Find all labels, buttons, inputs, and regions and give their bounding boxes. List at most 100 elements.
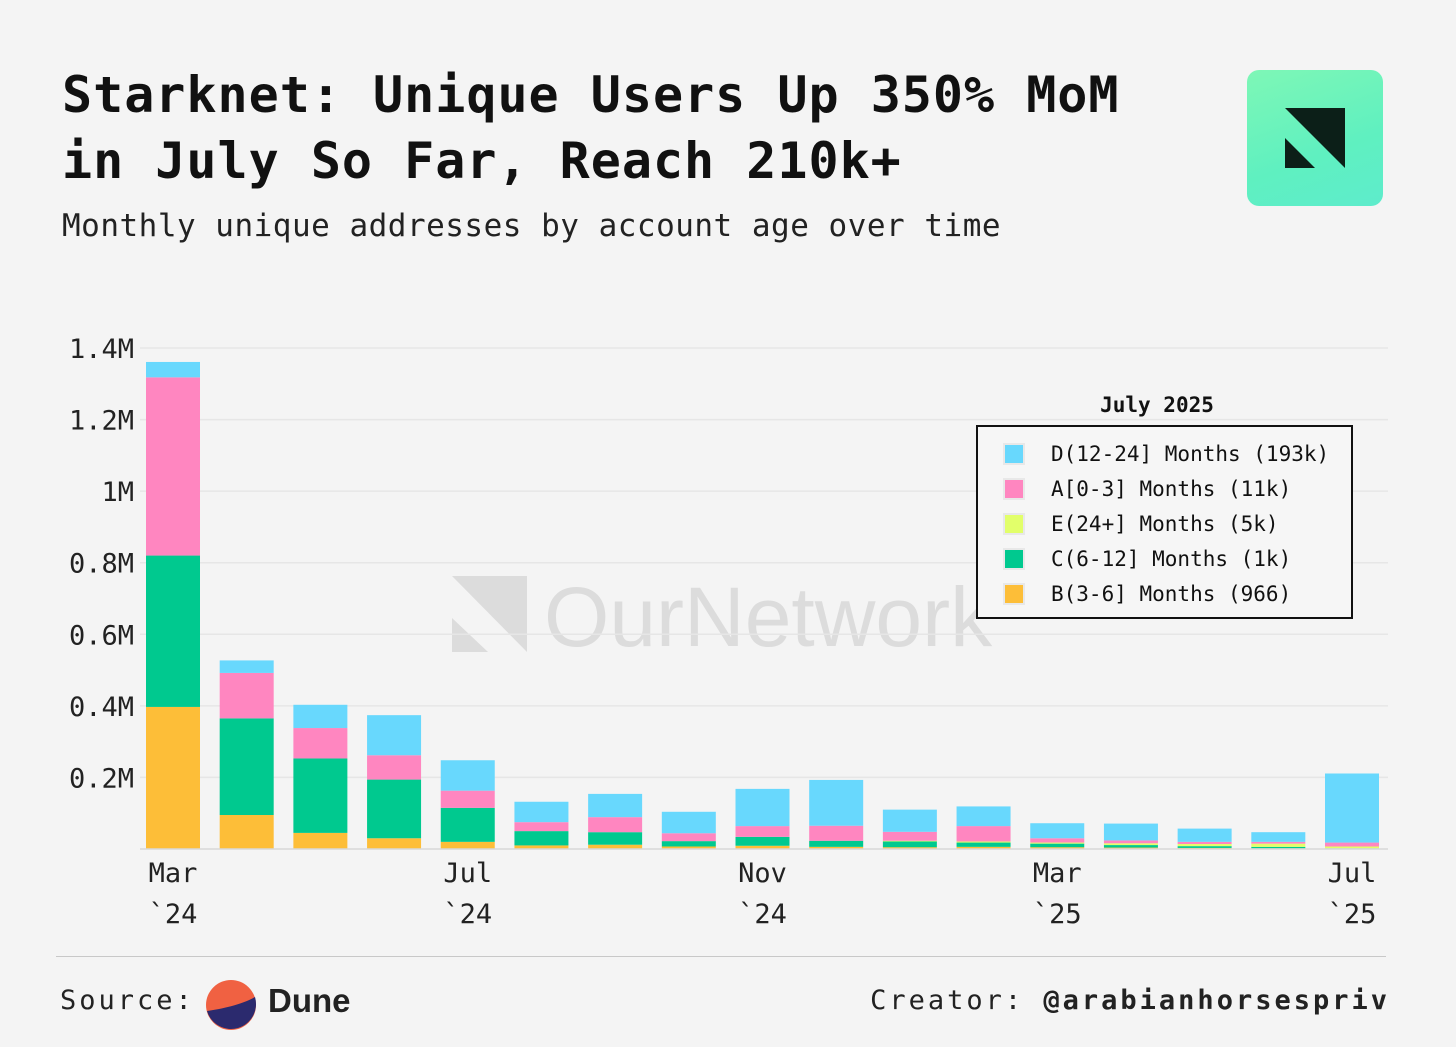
bar-segment	[588, 844, 643, 849]
legend-item-label[interactable]: B(3-6] Months (966)	[1051, 582, 1291, 606]
bar-segment	[440, 790, 495, 808]
bar-segment	[293, 728, 348, 759]
creator-credit: Creator: @arabianhorsespriv	[870, 985, 1390, 1016]
bar-segment	[1030, 842, 1085, 844]
legend-swatch[interactable]	[1003, 583, 1025, 605]
bar-segment	[661, 833, 716, 842]
legend[interactable]: July 2025 D(12-24] Months (193k) A[0-3] Mo…	[976, 393, 1353, 619]
legend-item-label[interactable]: E(24+] Months (5k)	[1051, 512, 1279, 536]
x-tick-label-year: `24	[443, 899, 492, 930]
bar-segment	[514, 831, 569, 846]
x-tick-label-month: Jul	[443, 858, 492, 889]
stacked-bar-chart: OurNetwork 0.2M 0.4M 0.6M 0.8M 1M 1.2M 1.4M Mar…	[69, 334, 1388, 930]
bar-segment	[1177, 843, 1232, 847]
bar-segment	[1030, 823, 1085, 839]
bar-segment	[882, 841, 937, 848]
bar-segment	[1251, 832, 1306, 842]
bar-segment	[146, 555, 200, 707]
bar-segment	[956, 826, 1011, 842]
bar-segment	[367, 755, 422, 780]
bar-segment	[1103, 845, 1158, 848]
chart-title: Starknet: Unique Users Up 350% MoM in Ju…	[62, 62, 1182, 194]
bar-segment	[1325, 773, 1379, 843]
bar-segment	[661, 841, 716, 847]
bar-segment	[219, 672, 274, 719]
bar-segment	[588, 832, 643, 845]
dune-logo-icon	[206, 980, 256, 1030]
bar-segment	[1030, 847, 1085, 849]
bar-segment	[219, 718, 274, 816]
legend-item-label[interactable]: D(12-24] Months (193k)	[1051, 442, 1329, 466]
chart-title-text: Unique Users Up 350% MoM in July So Far,…	[62, 66, 1120, 190]
watermark-mark-upper	[452, 576, 527, 652]
bar-segment	[293, 704, 348, 729]
x-tick-label-month: Mar	[1033, 858, 1082, 889]
bar-segment	[882, 840, 937, 842]
bar-segment	[735, 836, 790, 846]
ournetwork-watermark: OurNetwork	[452, 570, 993, 664]
chart-subtitle: Monthly unique addresses by account age …	[62, 208, 1002, 244]
bar-segment	[146, 706, 200, 849]
bar-segment	[1177, 841, 1232, 844]
bar-segment	[956, 842, 1011, 847]
bar-segment	[440, 760, 495, 791]
bar-segment	[367, 838, 422, 849]
x-tick-label-year: `24	[738, 899, 787, 930]
bar-segment	[440, 841, 495, 849]
x-tick-label-month: Jul	[1328, 858, 1377, 889]
bar-segment	[661, 846, 716, 849]
legend-item-label[interactable]: C(6-12] Months (1k)	[1051, 547, 1291, 571]
bar-segment	[293, 758, 348, 833]
bar-segment	[1177, 828, 1232, 842]
y-tick-label: 0.2M	[69, 763, 134, 794]
x-tick-label-month: Nov	[738, 858, 787, 889]
bar-segment	[661, 811, 716, 834]
y-tick-label: 0.8M	[69, 549, 134, 580]
bar-segment	[956, 846, 1011, 849]
bar-segment	[1103, 823, 1158, 841]
bar-segment	[809, 779, 864, 826]
bar-segment	[1103, 843, 1158, 846]
bar-segment	[956, 806, 1011, 827]
bar-segment	[882, 809, 937, 832]
bar-segment	[219, 660, 274, 673]
bar-segment	[809, 846, 864, 849]
footer-divider	[56, 956, 1386, 957]
bar-segment	[440, 807, 495, 842]
bar-segment	[735, 826, 790, 837]
bar-segment	[956, 841, 1011, 843]
legend-swatch[interactable]	[1003, 443, 1025, 465]
starknet-logo-icon	[1247, 70, 1383, 206]
source-name: Dune	[268, 982, 351, 1019]
bar-segment	[293, 832, 348, 849]
x-tick-label-year: `24	[149, 899, 198, 930]
bar-segment	[1325, 842, 1379, 847]
bar-segment	[1030, 838, 1085, 843]
bar-segment	[1251, 841, 1306, 844]
x-tick-label-year: `25	[1328, 899, 1377, 930]
bar-segment	[735, 845, 790, 849]
bar-segment	[1030, 843, 1085, 848]
legend-swatch[interactable]	[1003, 513, 1025, 535]
legend-swatch[interactable]	[1003, 478, 1025, 500]
legend-item-label[interactable]: A[0-3] Months (11k)	[1051, 477, 1291, 501]
y-tick-label: 0.6M	[69, 620, 134, 651]
bar-segment	[219, 815, 274, 849]
bar-segment	[514, 822, 569, 832]
bar-segment	[588, 793, 643, 818]
x-tick-label-year: `25	[1033, 899, 1082, 930]
bar-segment	[809, 840, 864, 847]
watermark-text: OurNetwork	[544, 570, 993, 664]
bar-segment	[146, 377, 200, 556]
bar-segment	[735, 788, 790, 827]
axes: 0.2M 0.4M 0.6M 0.8M 1M 1.2M 1.4M Mar `24 Jul `24 No…	[69, 334, 1388, 930]
y-tick-label: 1M	[101, 477, 134, 508]
bar-segment	[367, 779, 422, 839]
y-tick-label: 1.2M	[69, 406, 134, 437]
legend-swatch[interactable]	[1003, 548, 1025, 570]
bar-segment	[1103, 840, 1158, 844]
bar-segment	[588, 817, 643, 833]
x-tick-label-month: Mar	[149, 858, 198, 889]
chart-title-prefix: Starknet:	[62, 66, 342, 124]
bar-segment	[1251, 846, 1306, 849]
